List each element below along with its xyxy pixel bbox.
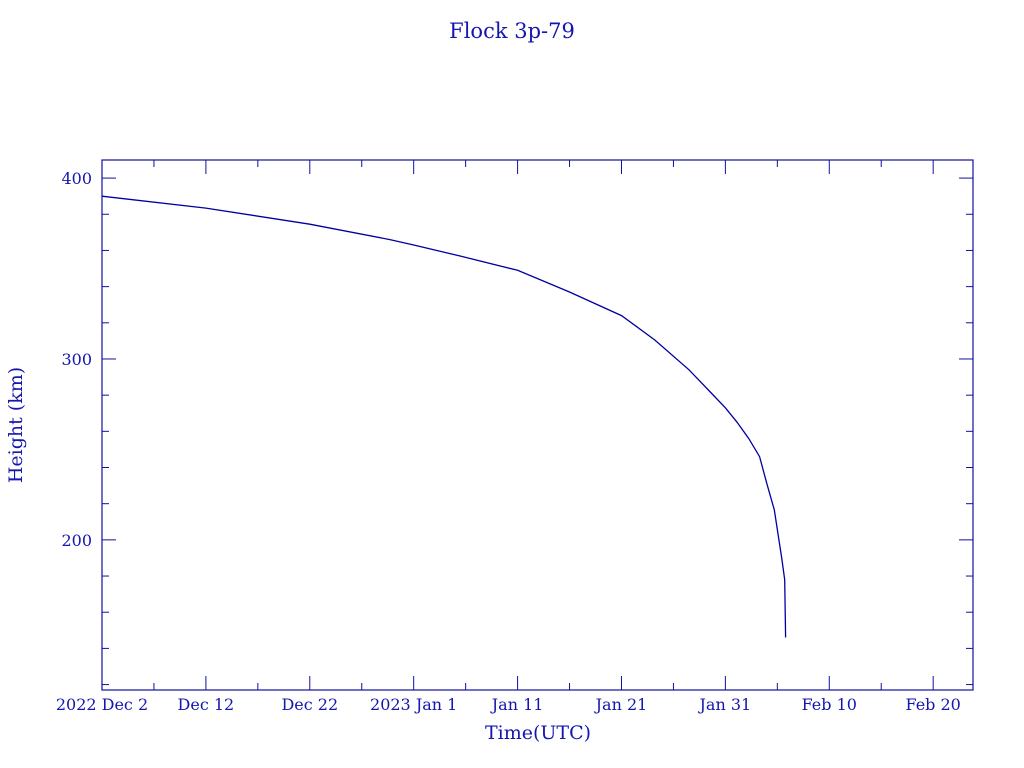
y-tick-label: 300 [61,350,92,369]
y-tick-label: 400 [61,169,92,188]
x-tick-label: Dec 22 [281,695,338,714]
x-tick-label: Jan 21 [594,695,648,714]
x-axis-label: Time(UTC) [485,722,591,744]
plot-frame [101,159,974,691]
x-tick-label: 2023 Jan 1 [370,695,457,714]
chart-title: Flock 3p-79 [449,19,575,43]
x-tick-label: Feb 20 [905,695,960,714]
x-tick-label: Dec 12 [178,695,235,714]
y-axis-label: Height (km) [5,367,27,483]
series-line-height [101,195,787,638]
x-tick-label: Jan 11 [490,695,544,714]
x-tick-label: 2022 Dec 2 [56,695,148,714]
x-tick-label: Jan 31 [698,695,752,714]
x-tick-label: Feb 10 [802,695,857,714]
y-tick-label: 200 [61,531,92,550]
